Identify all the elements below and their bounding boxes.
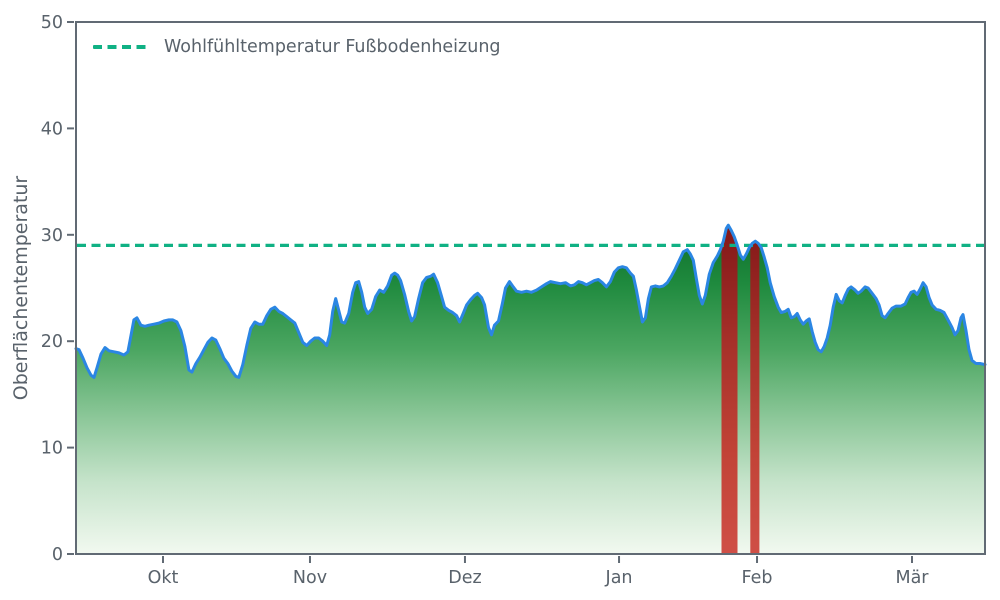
y-tick-label: 0 [52, 545, 63, 565]
x-tick-label: Nov [293, 568, 327, 588]
y-tick-label: 50 [41, 13, 63, 33]
y-axis-label: Oberflächentemperatur [10, 175, 32, 401]
x-tick-label: Okt [148, 568, 179, 588]
y-tick-label: 40 [41, 119, 63, 139]
exceedance-band [750, 225, 760, 554]
temperature-area-fill [76, 225, 985, 554]
legend-label: Wohlfühltemperatur Fußbodenheizung [164, 37, 501, 57]
dashed-line-swatch-icon [93, 45, 150, 49]
exceedance-band [721, 225, 738, 554]
y-tick-label: 20 [41, 332, 63, 352]
legend: Wohlfühltemperatur Fußbodenheizung [93, 37, 501, 57]
plot-frame [75, 21, 986, 555]
y-tick-label: 10 [41, 439, 63, 459]
x-tick-label: Jan [605, 568, 633, 588]
x-tick-label: Feb [742, 568, 773, 588]
temperature-line [74, 223, 987, 379]
x-tick-label: Dez [448, 568, 481, 588]
x-tick-label: Mär [895, 568, 929, 588]
y-tick-label: 30 [41, 226, 63, 246]
